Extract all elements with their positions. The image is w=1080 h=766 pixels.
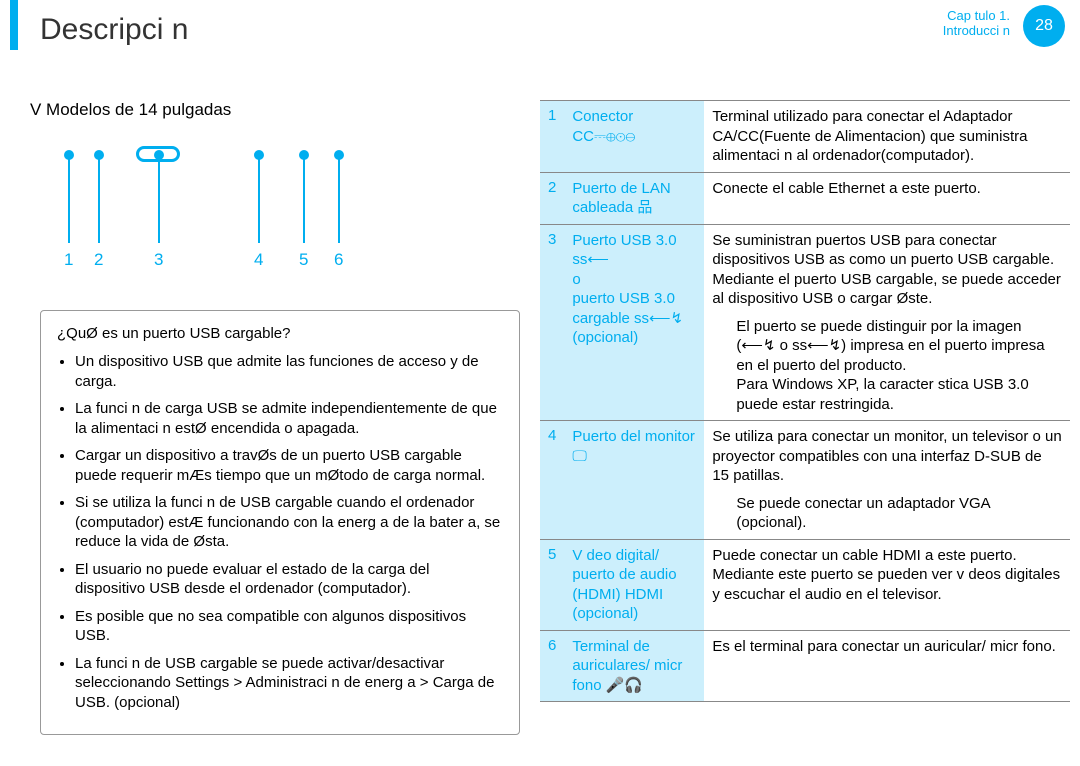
info-bullet: Es posible que no sea compatible con alg… <box>75 607 503 646</box>
chapter-info: Cap tulo 1. Introducci n <box>943 8 1010 38</box>
page-title: Descripci n <box>40 10 1060 50</box>
port-row-desc: Puede conectar un cable HDMI a este puer… <box>704 539 1070 630</box>
ports-table: 1Conector CC⎓⊕⊙⊖Terminal utilizado para … <box>540 100 1070 702</box>
info-bullet: Si se utiliza la funci n de USB cargable… <box>75 493 503 552</box>
port-row-number: 2 <box>540 172 564 224</box>
port-row-desc: Terminal utilizado para conectar el Adap… <box>704 101 1070 173</box>
port-number: 3 <box>154 250 163 270</box>
page-number-badge: 28 <box>1023 5 1065 47</box>
port-row-number: 5 <box>540 539 564 630</box>
port-row-number: 3 <box>540 224 564 421</box>
port-row-name: Puerto USB 3.0 ss⟵opuerto USB 3.0 cargab… <box>564 224 704 421</box>
port-row-name: Puerto de LAN cableada 品 <box>564 172 704 224</box>
port-row-desc: Se utiliza para conectar un monitor, un … <box>704 421 1070 540</box>
port-row-number: 4 <box>540 421 564 540</box>
port-stem <box>303 155 305 243</box>
info-bullet: La funci n de USB cargable se puede acti… <box>75 654 503 713</box>
port-stem <box>158 155 160 243</box>
page-header: Descripci n Cap tulo 1. Introducci n 28 <box>0 0 1080 60</box>
port-row-desc: Se suministran puertos USB para conectar… <box>704 224 1070 421</box>
info-bullet: Cargar un dispositivo a travØs de un pue… <box>75 446 503 485</box>
port-row-desc: Es el terminal para conectar un auricula… <box>704 630 1070 702</box>
usb-info-box: ¿QuØ es un puerto USB cargable? Un dispo… <box>40 310 520 735</box>
info-list: Un dispositivo USB que admite las funcio… <box>57 352 503 712</box>
chapter-line1: Cap tulo 1. <box>943 8 1010 23</box>
port-row-number: 1 <box>540 101 564 173</box>
port-row-name: Conector CC⎓⊕⊙⊖ <box>564 101 704 173</box>
port-row-subnote: El puerto se puede distinguir por la ima… <box>712 317 1062 415</box>
port-number: 5 <box>299 250 308 270</box>
table-row: 5V deo digital/ puerto de audio (HDMI) H… <box>540 539 1070 630</box>
info-title: ¿QuØ es un puerto USB cargable? <box>57 325 503 342</box>
port-number: 4 <box>254 250 263 270</box>
port-stem <box>338 155 340 243</box>
port-row-subnote: Se puede conectar un adaptador VGA (opci… <box>712 494 1062 533</box>
table-row: 2Puerto de LAN cableada 品Conecte el cabl… <box>540 172 1070 224</box>
port-row-desc: Conecte el cable Ethernet a este puerto. <box>704 172 1070 224</box>
table-row: 3Puerto USB 3.0 ss⟵opuerto USB 3.0 carga… <box>540 224 1070 421</box>
port-diagram: 1 2 3 4 5 6 <box>40 150 360 280</box>
table-row: 6Terminal de auriculares/ micr fono 🎤🎧Es… <box>540 630 1070 702</box>
info-bullet: El usuario no puede evaluar el estado de… <box>75 560 503 599</box>
port-shape <box>136 146 180 162</box>
left-column: V Modelos de 14 pulgadas 1 2 3 4 5 6 ¿QuØ es … <box>20 100 540 735</box>
port-stem <box>68 155 70 243</box>
port-number: 2 <box>94 250 103 270</box>
table-row: 1Conector CC⎓⊕⊙⊖Terminal utilizado para … <box>540 101 1070 173</box>
content: V Modelos de 14 pulgadas 123456 ¿QuØ es … <box>0 60 1080 735</box>
info-bullet: Un dispositivo USB que admite las funcio… <box>75 352 503 391</box>
chapter-line2: Introducci n <box>943 23 1010 38</box>
port-stem <box>98 155 100 243</box>
port-number: 1 <box>64 250 73 270</box>
port-row-name: Puerto del monitor 🖵 <box>564 421 704 540</box>
info-bullet: La funci n de carga USB se admite indepe… <box>75 399 503 438</box>
table-row: 4Puerto del monitor 🖵Se utiliza para con… <box>540 421 1070 540</box>
port-stem <box>258 155 260 243</box>
accent-bar <box>10 0 18 50</box>
port-row-number: 6 <box>540 630 564 702</box>
port-number: 6 <box>334 250 343 270</box>
port-row-name: V deo digital/ puerto de audio (HDMI) HD… <box>564 539 704 630</box>
model-subtitle: V Modelos de 14 pulgadas <box>30 100 530 120</box>
port-row-name: Terminal de auriculares/ micr fono 🎤🎧 <box>564 630 704 702</box>
right-column: 1Conector CC⎓⊕⊙⊖Terminal utilizado para … <box>540 100 1070 735</box>
